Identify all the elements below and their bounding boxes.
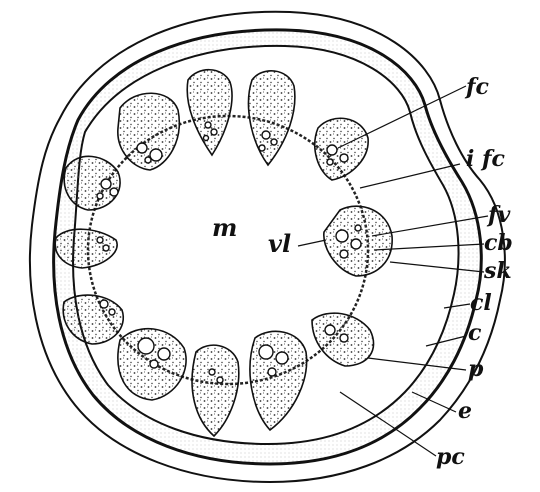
vascular-bundle [117, 92, 181, 171]
label-cl: cl [470, 290, 492, 316]
leader-pc [339, 391, 437, 457]
label-e: e [458, 398, 472, 424]
leader-c [425, 335, 467, 347]
label-pc: pc [436, 444, 465, 470]
leader-sk [389, 261, 485, 273]
leader-p [367, 357, 467, 371]
label-ifc: i fc [466, 146, 505, 172]
label-vl: vl [268, 229, 291, 258]
leader-vl [297, 239, 327, 247]
vascular-bundle [63, 155, 121, 211]
leader-lines [337, 85, 489, 457]
label-m: m [212, 213, 237, 242]
xylem-vessels [96, 121, 362, 384]
leader-ifc [359, 163, 461, 189]
outer-cuticle [28, 10, 506, 484]
label-fv: fv [486, 202, 510, 228]
vascular-bundle [186, 68, 233, 157]
label-fc: fc [464, 74, 489, 100]
leader-cb [373, 243, 485, 251]
vascular-bundles [54, 68, 393, 438]
label-p: p [468, 356, 484, 382]
vascular-bundle [191, 344, 240, 438]
vascular-bundle [62, 294, 125, 345]
vascular-bundle [247, 70, 296, 167]
leader-cl [443, 303, 471, 309]
label-sk: sk [483, 258, 512, 284]
label-cb: cb [484, 230, 513, 256]
leader-fv [371, 215, 489, 237]
leader-fc [337, 85, 467, 149]
leader-e [411, 391, 457, 413]
label-c: c [468, 320, 482, 346]
